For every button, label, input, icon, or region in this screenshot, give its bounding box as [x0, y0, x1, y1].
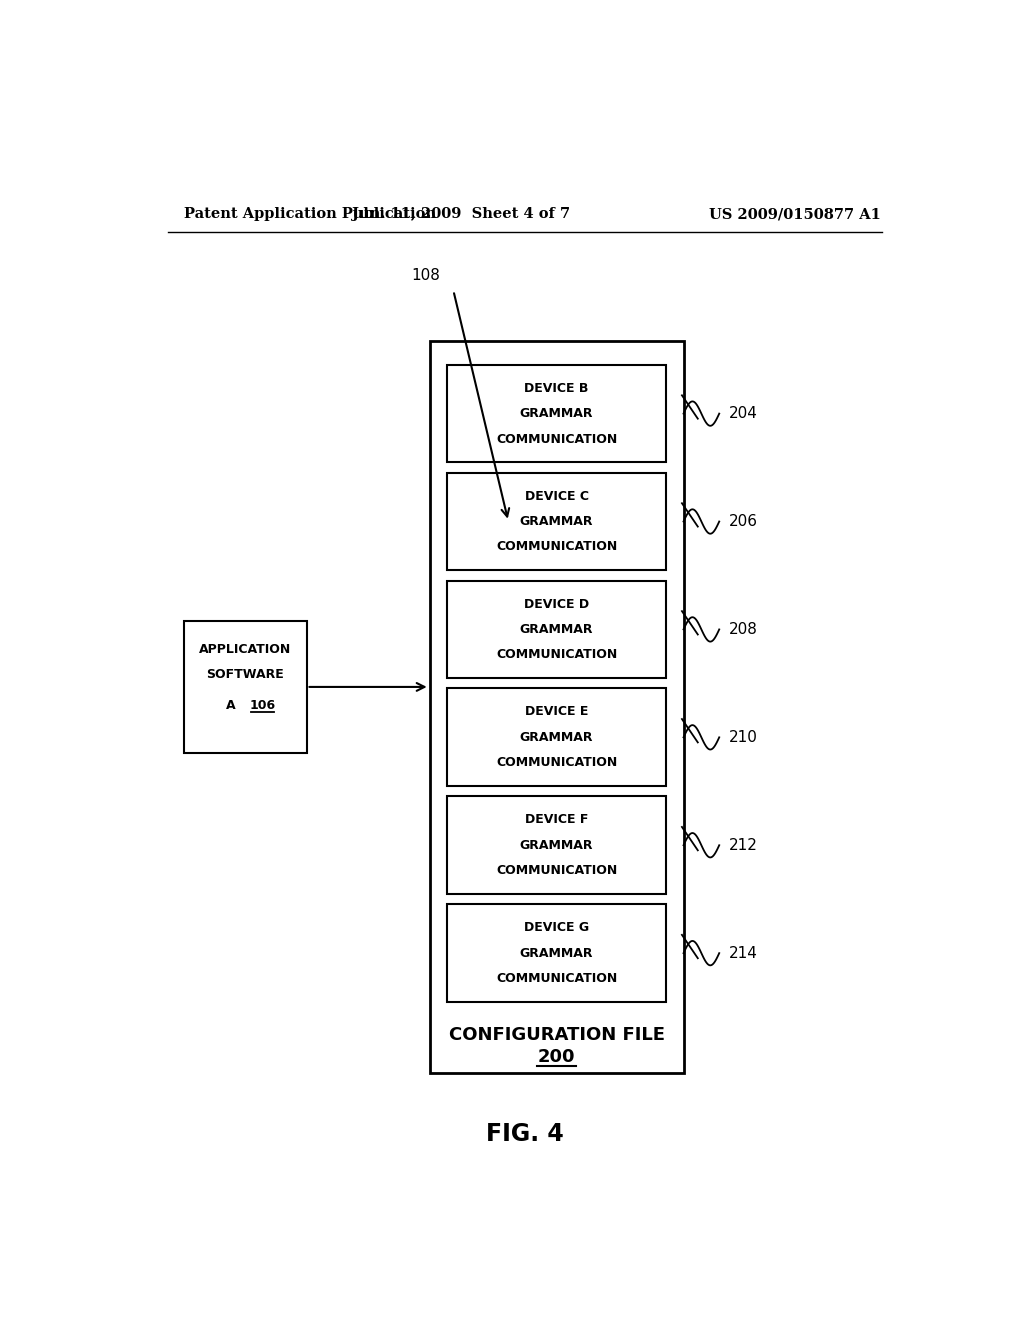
Text: 108: 108	[412, 268, 440, 282]
Bar	[447, 904, 666, 1002]
Text: COMMUNICATION: COMMUNICATION	[496, 648, 617, 661]
Text: GRAMMAR: GRAMMAR	[520, 838, 593, 851]
Text: 208: 208	[729, 622, 758, 638]
Text: DEVICE D: DEVICE D	[524, 598, 589, 611]
Bar	[430, 342, 684, 1073]
Text: 214: 214	[729, 945, 758, 961]
Text: SOFTWARE: SOFTWARE	[206, 668, 284, 681]
Text: 200: 200	[538, 1048, 575, 1065]
Text: GRAMMAR: GRAMMAR	[520, 623, 593, 636]
Text: COMMUNICATION: COMMUNICATION	[496, 865, 617, 878]
Text: 206: 206	[729, 513, 758, 529]
Text: DEVICE G: DEVICE G	[524, 921, 589, 935]
Bar	[447, 796, 666, 894]
Text: COMMUNICATION: COMMUNICATION	[496, 756, 617, 770]
Text: APPLICATION: APPLICATION	[199, 643, 291, 656]
Bar	[447, 473, 666, 570]
Text: A: A	[226, 698, 236, 711]
Text: Jun. 11, 2009  Sheet 4 of 7: Jun. 11, 2009 Sheet 4 of 7	[352, 207, 570, 222]
Text: 106: 106	[250, 698, 275, 711]
Text: DEVICE B: DEVICE B	[524, 381, 589, 395]
Bar	[183, 620, 306, 752]
Text: DEVICE E: DEVICE E	[525, 705, 588, 718]
Text: DEVICE C: DEVICE C	[524, 490, 589, 503]
Text: GRAMMAR: GRAMMAR	[520, 515, 593, 528]
Text: COMMUNICATION: COMMUNICATION	[496, 972, 617, 985]
Text: COMMUNICATION: COMMUNICATION	[496, 540, 617, 553]
Text: CONFIGURATION FILE: CONFIGURATION FILE	[449, 1026, 665, 1044]
Text: 212: 212	[729, 838, 758, 853]
Text: GRAMMAR: GRAMMAR	[520, 946, 593, 960]
Text: DEVICE F: DEVICE F	[525, 813, 588, 826]
Text: Patent Application Publication: Patent Application Publication	[183, 207, 435, 222]
Text: FIG. 4: FIG. 4	[486, 1122, 563, 1146]
Text: US 2009/0150877 A1: US 2009/0150877 A1	[709, 207, 881, 222]
Text: 210: 210	[729, 730, 758, 744]
Bar	[447, 364, 666, 462]
Text: 204: 204	[729, 407, 758, 421]
Bar	[447, 581, 666, 678]
Text: GRAMMAR: GRAMMAR	[520, 407, 593, 420]
Bar	[447, 689, 666, 787]
Text: GRAMMAR: GRAMMAR	[520, 731, 593, 744]
Text: COMMUNICATION: COMMUNICATION	[496, 433, 617, 446]
